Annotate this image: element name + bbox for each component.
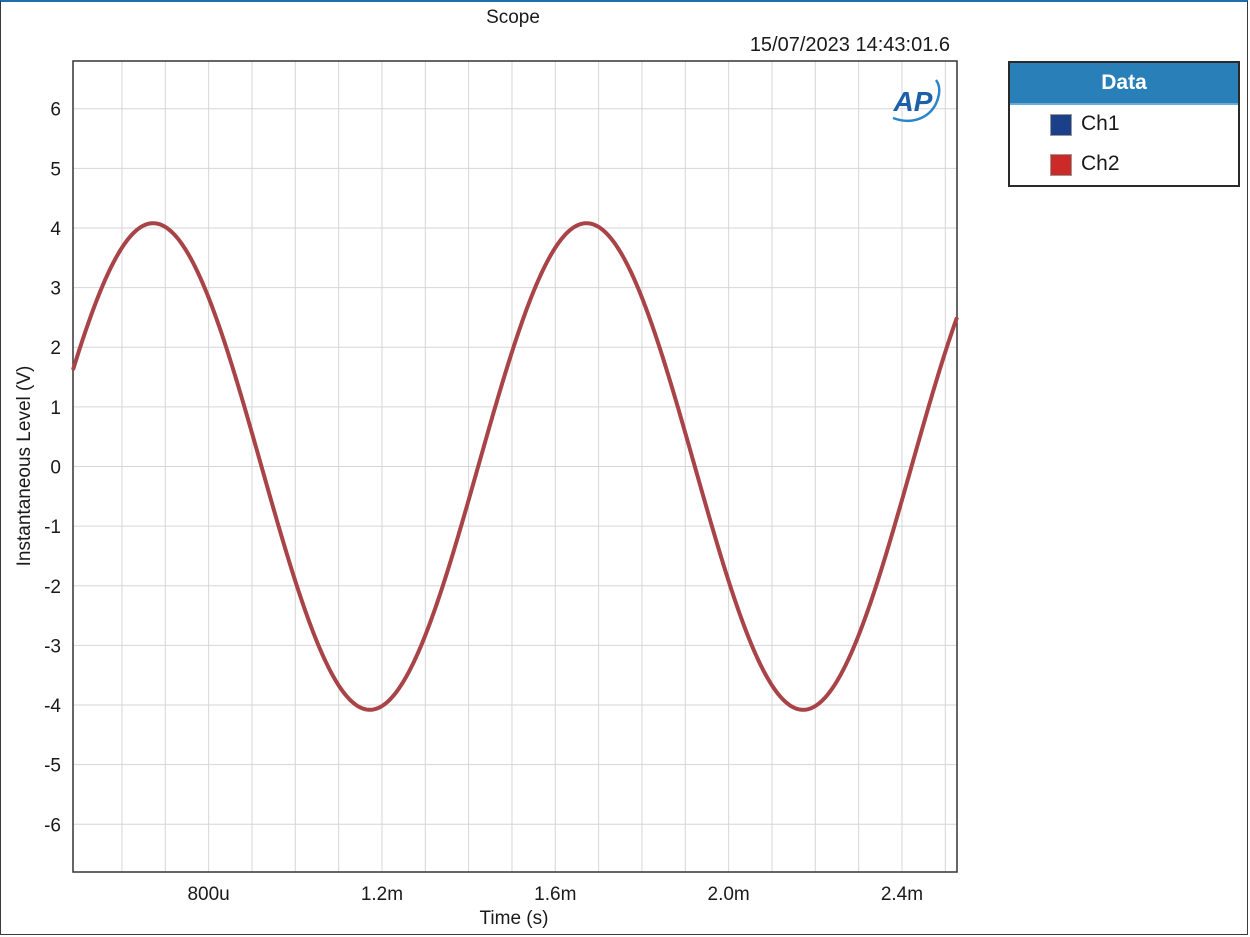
y-tick-label: 3 [50,279,61,300]
y-axis-ticks: 6 5 4 3 2 1 0 -1 -2 -3 -4 -5 -6 [44,100,61,837]
legend-label: Ch2 [1081,152,1120,175]
y-tick-label: 1 [50,398,61,419]
y-tick-label: 0 [50,458,61,479]
legend-items: Ch1 Ch2 [1010,105,1238,185]
y-tick-label: -6 [44,815,61,836]
x-tick-label: 1.6m [534,884,576,905]
x-tick-label: 2.4m [881,884,923,905]
chart-title: Scope [486,7,540,28]
y-tick-label: -5 [44,756,61,777]
y-tick-label: -1 [44,517,61,538]
x-tick-label: 2.0m [708,884,750,905]
series-layer [71,221,959,712]
y-tick-label: -4 [44,696,61,717]
legend-panel: Data Ch1 Ch2 [1008,61,1240,187]
x-tick-label: 1.2m [361,884,403,905]
y-tick-label: 2 [50,338,61,359]
x-axis-ticks: 800u 1.2m 1.6m 2.0m 2.4m [187,884,923,905]
y-tick-label: 5 [50,159,61,180]
legend-label: Ch1 [1081,112,1120,135]
legend-item-ch2[interactable]: Ch2 [1010,145,1238,185]
y-tick-label: -3 [44,636,61,657]
ap-logo: AP [892,79,941,122]
chart-timestamp: 15/07/2023 14:43:01.6 [750,34,950,56]
legend-swatch [1050,154,1072,176]
legend-header: Data [1010,63,1238,105]
y-axis-label: Instantaneous Level (V) [14,366,35,567]
y-tick-label: 4 [50,219,61,240]
x-axis-label: Time (s) [480,908,549,929]
ap-logo-swoosh [892,79,941,122]
x-tick-label: 800u [187,884,229,905]
ap-logo-text: AP [893,86,933,117]
grid-lines [73,61,957,872]
y-tick-label: -2 [44,577,61,598]
series-line-ch2 [71,221,959,712]
legend-swatch [1050,114,1072,136]
legend-item-ch1[interactable]: Ch1 [1010,105,1238,145]
plot-area-border [72,60,958,873]
y-tick-label: 6 [50,100,61,121]
